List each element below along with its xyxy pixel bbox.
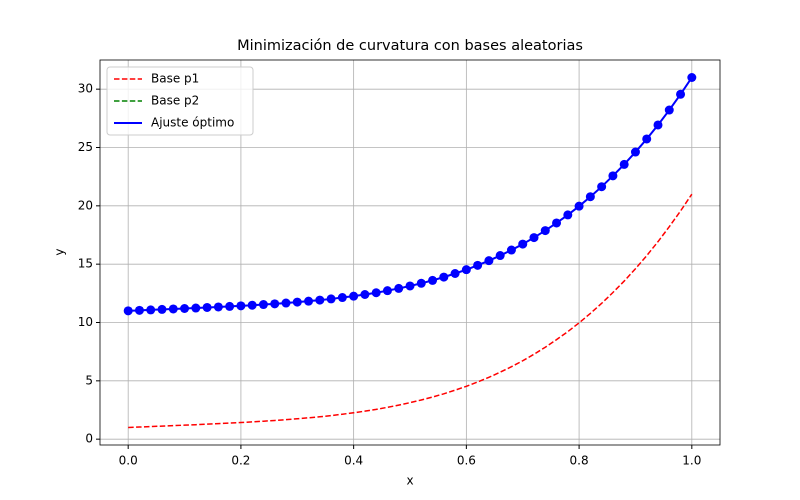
plot-frame bbox=[99, 59, 721, 446]
data-point bbox=[146, 305, 156, 315]
data-point bbox=[630, 147, 640, 157]
data-point bbox=[168, 304, 178, 314]
legend-label: Base p2 bbox=[151, 94, 199, 108]
data-point bbox=[405, 281, 415, 291]
x-tick-label: 0.4 bbox=[344, 454, 363, 468]
data-point bbox=[304, 296, 314, 306]
legend-box bbox=[106, 66, 254, 136]
data-point bbox=[653, 120, 663, 130]
data-point bbox=[484, 256, 494, 266]
data-point bbox=[134, 305, 144, 315]
data-point bbox=[495, 251, 505, 261]
data-point bbox=[461, 265, 471, 275]
data-point bbox=[236, 301, 246, 311]
data-point bbox=[326, 294, 336, 304]
data-point bbox=[315, 295, 325, 305]
data-point bbox=[394, 283, 404, 293]
data-point bbox=[574, 201, 584, 211]
data-point bbox=[518, 239, 528, 249]
data-point bbox=[382, 286, 392, 296]
data-point bbox=[473, 260, 483, 270]
data-point bbox=[450, 269, 460, 278]
y-tick-label: 25 bbox=[78, 140, 93, 154]
y-tick-label: 5 bbox=[85, 373, 93, 387]
data-point bbox=[337, 293, 347, 303]
data-point bbox=[506, 245, 516, 255]
data-point bbox=[552, 218, 562, 228]
data-point bbox=[416, 278, 426, 288]
data-point bbox=[664, 105, 674, 115]
data-point bbox=[428, 275, 438, 285]
y-tick-label: 20 bbox=[78, 198, 93, 212]
data-point bbox=[349, 291, 359, 301]
legend: Base p1 Base p2 Ajuste óptimo bbox=[106, 66, 254, 136]
data-point bbox=[360, 290, 370, 299]
data-point bbox=[157, 304, 167, 314]
data-point bbox=[180, 304, 190, 313]
data-point bbox=[585, 192, 595, 202]
data-point bbox=[687, 73, 697, 82]
data-point bbox=[563, 210, 573, 220]
x-tick-label: 1.0 bbox=[682, 454, 701, 468]
y-tick-label: 10 bbox=[78, 315, 93, 329]
data-point bbox=[213, 302, 223, 312]
y-tick-label: 15 bbox=[78, 257, 93, 271]
y-axis-label: y bbox=[53, 248, 67, 255]
data-point bbox=[371, 288, 381, 298]
data-point bbox=[642, 134, 652, 144]
data-point bbox=[608, 171, 618, 181]
data-point bbox=[281, 298, 291, 308]
data-point bbox=[439, 272, 449, 282]
data-point bbox=[676, 89, 686, 99]
data-point bbox=[292, 297, 302, 307]
y-tick-label: 30 bbox=[78, 82, 93, 96]
data-point bbox=[258, 300, 268, 310]
data-point bbox=[247, 300, 257, 310]
data-point bbox=[123, 306, 133, 316]
x-tick-label: 0.8 bbox=[570, 454, 589, 468]
data-point bbox=[191, 303, 201, 313]
legend-label: Ajuste óptimo bbox=[151, 116, 234, 130]
legend-label: Base p1 bbox=[151, 72, 199, 86]
x-tick-label: 0.2 bbox=[231, 454, 250, 468]
data-point bbox=[202, 302, 212, 312]
data-point bbox=[540, 226, 550, 236]
data-point bbox=[619, 159, 629, 169]
x-tick-label: 0.6 bbox=[457, 454, 476, 468]
x-tick-label: 0.0 bbox=[119, 454, 138, 468]
data-point bbox=[270, 299, 280, 309]
x-axis-label: x bbox=[406, 474, 413, 488]
chart-title: Minimización de curvatura con bases alea… bbox=[237, 38, 583, 54]
data-point bbox=[529, 233, 539, 243]
data-point bbox=[597, 182, 607, 192]
data-point bbox=[225, 301, 235, 311]
y-tick-label: 0 bbox=[85, 432, 93, 446]
